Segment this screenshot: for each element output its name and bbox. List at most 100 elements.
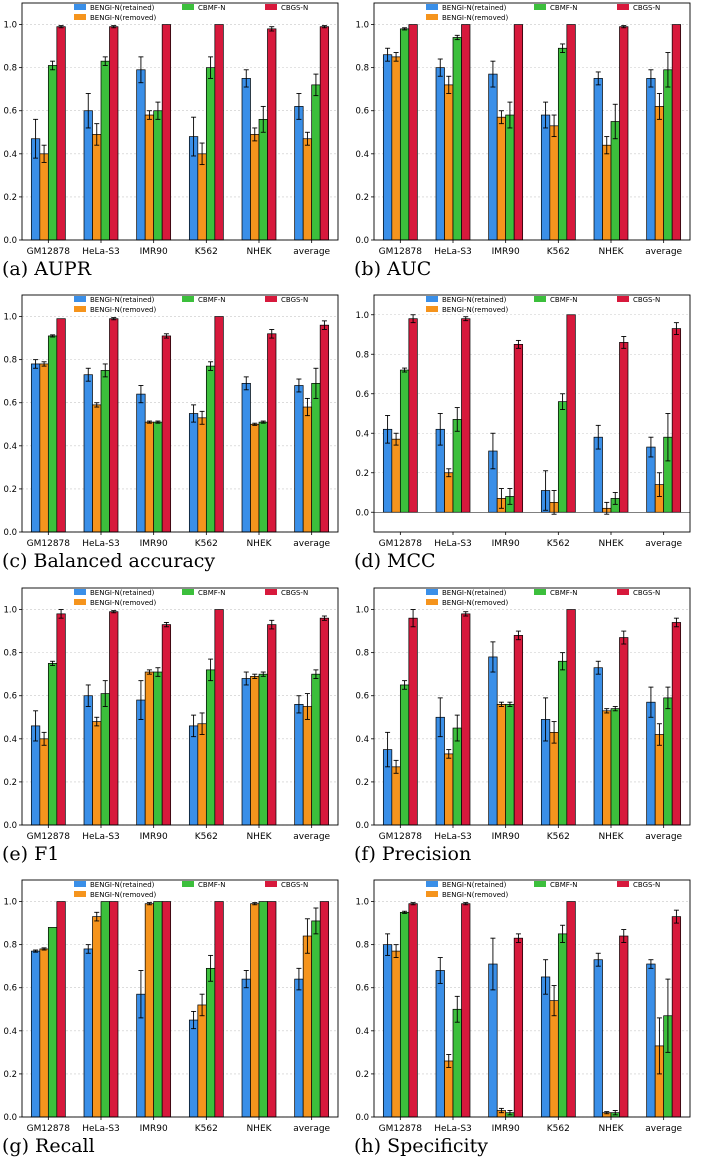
x-tick-label-nhek: NHEK bbox=[598, 539, 624, 549]
y-tick-label: 0.6 bbox=[355, 692, 369, 702]
y-tick-label: 0.2 bbox=[355, 193, 369, 203]
bar-bengi-n-removed-nhek bbox=[602, 710, 612, 826]
bar-bengi-n-retained-hela-s3 bbox=[83, 695, 93, 826]
y-tick-label: 0.0 bbox=[3, 236, 17, 246]
bar-bengi-n-retained-average bbox=[294, 978, 304, 1118]
legend-label-bengi-n-removed: BENGI-N(removed) bbox=[442, 891, 508, 899]
legend-swatch-bengi-n-removed bbox=[426, 891, 438, 897]
bar-bengi-n-removed-average bbox=[302, 406, 313, 533]
bar-bengi-n-removed-nhek bbox=[250, 423, 260, 533]
legend-swatch-cbgs-n bbox=[617, 4, 629, 10]
bar-bengi-n-retained-k562 bbox=[188, 1019, 199, 1118]
bar-cbgs-n-average bbox=[319, 324, 330, 533]
bar-cbgs-n-average bbox=[319, 901, 330, 1118]
bar-cbmf-n-k562 bbox=[205, 365, 216, 533]
bar-bengi-n-removed-hela-s3 bbox=[92, 134, 102, 241]
bar-bengi-n-retained-gm12878 bbox=[30, 950, 41, 1118]
bar-cbgs-n-hela-s3 bbox=[109, 318, 119, 533]
x-tick-label-k562: K562 bbox=[547, 247, 570, 257]
y-tick-label: 0.0 bbox=[3, 528, 17, 538]
x-tick-label-imr90: IMR90 bbox=[492, 539, 520, 549]
bar-cbmf-n-nhek bbox=[258, 421, 268, 533]
x-tick-label-average: average bbox=[645, 832, 682, 842]
legend-label-cbgs-n: CBGS-N bbox=[281, 589, 308, 597]
axes-frame bbox=[21, 587, 339, 826]
bar-cbmf-n-average bbox=[311, 382, 321, 533]
x-tick-label-average: average bbox=[645, 247, 682, 257]
bar-bengi-n-removed-gm12878 bbox=[391, 438, 401, 513]
legend-label-cbgs-n: CBGS-N bbox=[633, 589, 660, 597]
x-tick-label-imr90: IMR90 bbox=[492, 832, 520, 842]
legend-swatch-cbmf-n bbox=[182, 4, 194, 10]
bar-cbmf-n-gm12878 bbox=[399, 369, 410, 513]
legend-swatch-cbgs-n bbox=[617, 296, 629, 302]
legend-swatch-cbmf-n bbox=[534, 296, 546, 302]
legend-label-cbgs-n: CBGS-N bbox=[633, 4, 660, 12]
legend-swatch-bengi-n-retained bbox=[426, 881, 438, 887]
x-tick-label-hela-s3: HeLa-S3 bbox=[434, 539, 472, 549]
bar-bengi-n-removed-average bbox=[302, 138, 313, 241]
y-tick-label: 0.2 bbox=[355, 1070, 369, 1080]
y-tick-label: 0.4 bbox=[355, 1027, 369, 1037]
plot-area bbox=[22, 880, 338, 1117]
bar-cbgs-n-nhek bbox=[619, 637, 629, 826]
bar-bengi-n-removed-k562 bbox=[197, 1004, 207, 1118]
x-tick-label-gm12878: GM12878 bbox=[27, 1124, 71, 1134]
bar-bengi-n-removed-imr90 bbox=[144, 671, 155, 826]
bar-bengi-n-retained-hela-s3 bbox=[83, 110, 93, 241]
legend-swatch-bengi-n-retained bbox=[74, 589, 86, 595]
bar-cbgs-n-k562 bbox=[214, 609, 224, 826]
bar-cbgs-n-average bbox=[671, 328, 682, 513]
bar-bengi-n-removed-gm12878 bbox=[39, 948, 49, 1118]
bar-bengi-n-removed-gm12878 bbox=[39, 363, 49, 533]
bar-cbmf-n-nhek bbox=[258, 118, 268, 241]
bar-bengi-n-removed-k562 bbox=[549, 125, 559, 241]
x-tick-label-gm12878: GM12878 bbox=[27, 539, 71, 549]
x-tick-label-gm12878: GM12878 bbox=[27, 247, 71, 257]
caption-precision: (f) Precision bbox=[354, 843, 472, 865]
bar-cbgs-n-k562 bbox=[566, 24, 576, 241]
y-tick-label: 0.2 bbox=[355, 778, 369, 788]
legend-label-bengi-n-retained: BENGI-N(retained) bbox=[442, 589, 507, 597]
plot-area bbox=[374, 295, 690, 532]
bar-cbmf-n-average bbox=[311, 84, 321, 241]
bar-cbmf-n-k562 bbox=[205, 67, 216, 241]
legend-swatch-cbgs-n bbox=[617, 881, 629, 887]
x-tick-label-imr90: IMR90 bbox=[492, 247, 520, 257]
y-tick-label: 0.0 bbox=[355, 1113, 369, 1123]
bar-cbmf-n-hela-s3 bbox=[100, 370, 110, 533]
y-tick-label: 0.4 bbox=[355, 735, 369, 745]
y-tick-label: 0.4 bbox=[355, 429, 369, 439]
bar-bengi-n-retained-gm12878 bbox=[382, 944, 393, 1118]
legend-label-bengi-n-retained: BENGI-N(retained) bbox=[90, 296, 155, 304]
bar-cbgs-n-hela-s3 bbox=[461, 613, 471, 826]
y-tick-label: 0.0 bbox=[355, 508, 369, 518]
bar-cbmf-n-hela-s3 bbox=[100, 901, 110, 1118]
chart-balanced-accuracy: 0.0 0.2 0.4 0.6 0.8 1.0 GM12878 HeLa-S3 IMR90 K56… bbox=[3, 294, 339, 549]
bar-bengi-n-removed-imr90 bbox=[144, 903, 155, 1118]
bar-cbmf-n-imr90 bbox=[153, 421, 163, 533]
bar-cbgs-n-average bbox=[671, 24, 682, 241]
legend-swatch-bengi-n-retained bbox=[74, 4, 86, 10]
bar-cbmf-n-k562 bbox=[557, 47, 568, 241]
x-tick-label-average: average bbox=[293, 539, 330, 549]
caption-auc: (b) AUC bbox=[354, 258, 432, 280]
bar-bengi-n-retained-average bbox=[646, 78, 656, 241]
bar-cbmf-n-imr90 bbox=[153, 671, 163, 826]
plot-area bbox=[374, 588, 690, 825]
x-tick-label-imr90: IMR90 bbox=[140, 832, 168, 842]
bar-bengi-n-removed-hela-s3 bbox=[444, 1060, 454, 1118]
bar-cbmf-n-k562 bbox=[557, 933, 568, 1118]
bar-bengi-n-retained-imr90 bbox=[136, 393, 146, 533]
bar-bengi-n-removed-nhek bbox=[250, 903, 260, 1118]
chart-precision: 0.0 0.2 0.4 0.6 0.8 1.0 GM12878 HeLa-S3 IMR90 K56… bbox=[355, 587, 691, 842]
x-tick-label-hela-s3: HeLa-S3 bbox=[434, 832, 472, 842]
y-tick-label: 0.8 bbox=[3, 64, 17, 74]
x-tick-label-average: average bbox=[645, 539, 682, 549]
legend-swatch-bengi-n-removed bbox=[74, 891, 86, 897]
legend-label-bengi-n-retained: BENGI-N(retained) bbox=[90, 589, 155, 597]
bar-cbgs-n-average bbox=[671, 622, 682, 826]
bar-bengi-n-retained-average bbox=[294, 703, 304, 826]
bar-cbmf-n-gm12878 bbox=[399, 28, 410, 241]
y-tick-label: 0.8 bbox=[3, 649, 17, 659]
